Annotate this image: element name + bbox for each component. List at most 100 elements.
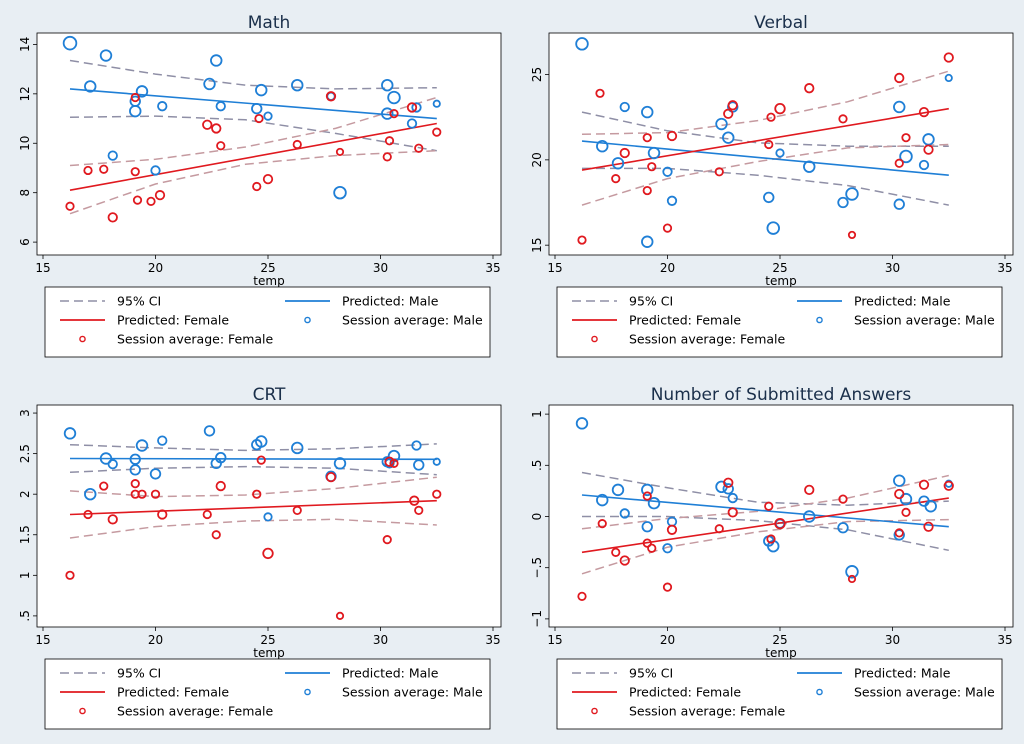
x-tick-label: 15	[35, 261, 50, 275]
female-session-point	[130, 479, 140, 489]
female-session-point	[137, 489, 147, 499]
predicted-female-line	[581, 107, 949, 171]
predicted-female-line	[69, 499, 437, 516]
male-session-point	[837, 522, 849, 534]
legend-point-swatch	[816, 688, 823, 696]
y-tick-label: 6	[18, 238, 32, 246]
male-session-point	[291, 441, 304, 455]
legend: 95% CI Predicted: Male Predicted: Female Se…	[44, 286, 491, 358]
female-session-point	[804, 484, 815, 496]
y-tick-label: 14	[18, 37, 32, 52]
female-session-point	[847, 574, 857, 584]
female-session-point	[262, 173, 274, 185]
female-session-point	[662, 582, 673, 592]
predicted-male-line	[69, 457, 437, 461]
female-session-point	[432, 489, 442, 499]
male-session-point	[215, 101, 226, 112]
female-session-point	[154, 190, 166, 201]
legend: 95% CI Predicted: Male Predicted: Female Se…	[556, 286, 1003, 358]
x-axis-label: temp	[253, 274, 284, 288]
female-session-point	[577, 235, 587, 245]
legend-label: Predicted: Male	[342, 294, 439, 309]
male-session-point	[803, 510, 816, 523]
math-chart-svg: Math 6 8 10 12 14 15 20 25 30 35 temp 95% CI Predicte…	[18, 13, 502, 358]
female-session-point	[335, 147, 345, 156]
legend-label: Predicted: Female	[117, 685, 229, 700]
x-tick-label: 30	[373, 633, 388, 647]
female-session-point	[723, 477, 734, 488]
male-session-point	[432, 99, 441, 108]
female-session-point	[252, 489, 262, 499]
y-tick-label: .5	[18, 610, 32, 621]
female-session-point	[923, 144, 934, 155]
male-session-point	[766, 221, 780, 235]
female-session-point	[335, 611, 345, 620]
male-session-point	[251, 102, 263, 115]
chart-title: Number of Submitted Answers	[651, 385, 912, 405]
male-session-point	[291, 78, 304, 92]
ci-female-upper-line	[581, 474, 949, 530]
male-session-point	[596, 140, 609, 153]
male-session-point	[893, 529, 905, 541]
female-session-point	[292, 139, 302, 150]
legend-label: Predicted: Male	[854, 666, 951, 681]
x-tick-label: 35	[997, 633, 1012, 647]
x-tick-label: 25	[772, 633, 787, 647]
female-session-point	[157, 509, 168, 520]
male-session-point	[715, 117, 728, 131]
male-session-point	[84, 80, 97, 93]
female-session-point	[766, 534, 776, 544]
x-axis-label: temp	[253, 646, 284, 660]
y-tick-label: −.5	[530, 557, 544, 579]
legend-label: Predicted: Female	[629, 685, 741, 700]
y-tick-label: 12	[18, 86, 32, 101]
plot-area	[36, 404, 502, 628]
male-session-point	[413, 459, 425, 471]
male-session-point	[150, 165, 161, 176]
legend-point-swatch	[79, 707, 86, 715]
male-session-point	[767, 539, 780, 553]
female-session-point	[262, 547, 274, 560]
female-session-point	[577, 591, 587, 601]
female-session-point	[727, 100, 738, 111]
chart-title: Verbal	[754, 13, 808, 33]
female-session-point	[382, 535, 392, 545]
crt-chart-svg: CRT .5 1 1.5 2 2.5 3 15 20 25 30 35 temp 95% CI Predic…	[18, 385, 502, 730]
female-session-point	[894, 158, 904, 168]
female-session-point	[774, 517, 786, 530]
x-axis-label: temp	[765, 646, 796, 660]
male-session-point	[763, 191, 775, 204]
male-session-point	[647, 146, 661, 160]
ci-male-lower-line	[582, 515, 949, 552]
female-session-point	[804, 83, 815, 94]
female-session-point	[901, 507, 911, 518]
x-tick-label: 35	[997, 261, 1012, 275]
male-session-point	[893, 100, 906, 114]
female-session-point	[764, 501, 774, 511]
female-session-point	[130, 167, 140, 177]
male-session-point	[381, 78, 394, 92]
female-session-point	[727, 507, 738, 518]
male-session-point	[129, 453, 141, 465]
male-session-point	[333, 185, 347, 200]
y-tick-label: 20	[530, 152, 544, 167]
plot-area	[36, 32, 502, 256]
female-session-point	[943, 52, 954, 63]
female-session-point	[384, 136, 395, 146]
female-session-point	[918, 106, 930, 118]
x-tick-label: 30	[885, 633, 900, 647]
male-session-point	[899, 149, 913, 164]
male-session-point	[619, 101, 630, 113]
female-session-point	[595, 88, 605, 98]
legend-label: Session average: Male	[854, 685, 995, 700]
male-session-point	[611, 483, 625, 497]
male-session-point	[149, 468, 162, 480]
male-session-point	[641, 105, 654, 119]
legend-label: Predicted: Female	[117, 313, 229, 328]
ci-female-upper-line	[69, 476, 437, 498]
legend-label: Session average: Female	[629, 332, 786, 347]
female-session-point	[847, 230, 857, 240]
male-session-point	[215, 452, 227, 464]
female-session-point	[132, 195, 143, 205]
male-session-point	[918, 159, 930, 171]
